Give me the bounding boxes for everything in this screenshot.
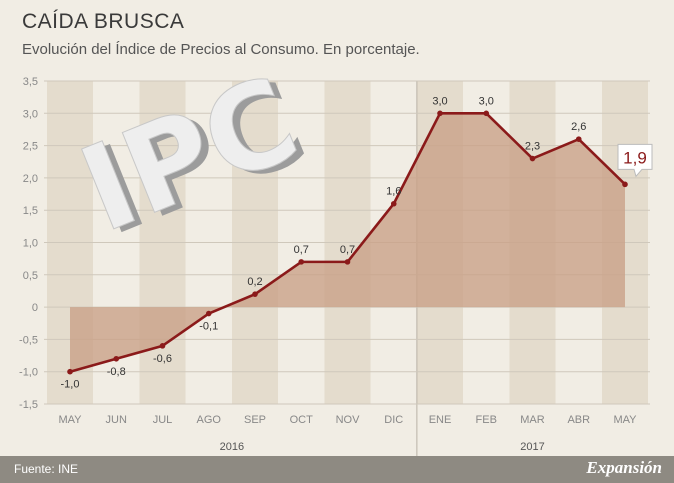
x-tick-label: ABR xyxy=(567,414,590,426)
x-axis-labels: MAY JUN JUL AGO SEP OCT NOV DIC ENE FEB MAR ABR MAY xyxy=(58,414,637,426)
data-point xyxy=(483,110,490,117)
data-label: 1,6 xyxy=(386,186,401,198)
y-tick-label: 0,5 xyxy=(23,270,38,282)
data-label: 0,2 xyxy=(247,276,262,288)
y-tick-label: -1,0 xyxy=(19,367,38,379)
x-tick-label: JUL xyxy=(153,414,173,426)
y-tick-label: 3,5 xyxy=(23,76,38,88)
y-axis-labels: 3,5 3,0 2,5 2,0 1,5 1,0 0,5 0 -0,5 -1,0 -1,5 xyxy=(19,76,38,411)
area-shape xyxy=(70,113,625,372)
data-label: -0,1 xyxy=(199,321,218,333)
x-tick-label: AGO xyxy=(197,414,222,426)
data-label: -0,8 xyxy=(107,366,126,378)
year-label: 2016 xyxy=(220,441,244,453)
data-point xyxy=(298,259,305,265)
data-labels: -1,0 -0,8 -0,6 -0,1 0,2 0,7 0,7 1,6 3,0 3,0 2,3 2,6… xyxy=(61,95,653,391)
area-fill xyxy=(70,113,625,372)
data-label: 2,3 xyxy=(525,141,540,153)
x-tick-label: SEP xyxy=(244,414,266,426)
y-tick-label: 2,0 xyxy=(23,173,38,185)
x-tick-label: DIC xyxy=(384,414,403,426)
data-point xyxy=(437,110,443,117)
data-point xyxy=(344,259,351,265)
x-tick-label: OCT xyxy=(290,414,314,426)
x-tick-label: MAY xyxy=(613,414,637,426)
brand-logo: Expansión xyxy=(586,458,662,477)
y-tick-label: -0,5 xyxy=(19,334,38,346)
chart-title: CAÍDA BRUSCA xyxy=(22,10,185,33)
data-point xyxy=(622,181,628,188)
footer-bar: Fuente: INE Expansión xyxy=(0,456,674,483)
x-tick-label: MAY xyxy=(58,414,82,426)
year-labels: 2016 2017 xyxy=(220,441,545,453)
data-label: 2,6 xyxy=(571,121,586,133)
data-label: 0,7 xyxy=(340,244,355,256)
x-tick-label: MAR xyxy=(520,414,545,426)
data-label: -1,0 xyxy=(61,379,80,391)
x-tick-label: NOV xyxy=(336,414,361,426)
data-point xyxy=(390,200,397,207)
data-points xyxy=(67,110,628,375)
data-point xyxy=(252,291,258,297)
y-tick-label: 1,5 xyxy=(23,205,38,217)
x-tick-label: FEB xyxy=(476,414,497,426)
source-label: Fuente: INE xyxy=(14,462,79,476)
data-point xyxy=(159,343,166,349)
highlight-callout xyxy=(617,143,653,178)
y-tick-label: 0 xyxy=(32,302,38,314)
y-tick-label: 2,5 xyxy=(23,141,38,153)
data-point xyxy=(67,368,73,375)
data-label: 3,0 xyxy=(479,95,494,107)
x-tick-label: JUN xyxy=(106,414,127,426)
y-tick-label: 3,0 xyxy=(23,108,38,120)
data-label: 1,9 xyxy=(623,148,647,167)
data-label: 0,7 xyxy=(294,244,309,256)
x-tick-label: ENE xyxy=(429,414,452,426)
data-point xyxy=(205,310,212,317)
data-point xyxy=(529,155,536,162)
y-tick-label: 1,0 xyxy=(23,238,38,250)
data-point xyxy=(575,136,582,142)
data-label: -0,6 xyxy=(153,353,172,365)
chart-subtitle: Evolución del Índice de Precios al Consu… xyxy=(22,41,420,58)
year-label: 2017 xyxy=(520,441,544,453)
y-tick-label: -1,5 xyxy=(19,399,38,411)
data-label: 3,0 xyxy=(432,95,447,107)
data-point xyxy=(113,355,120,362)
